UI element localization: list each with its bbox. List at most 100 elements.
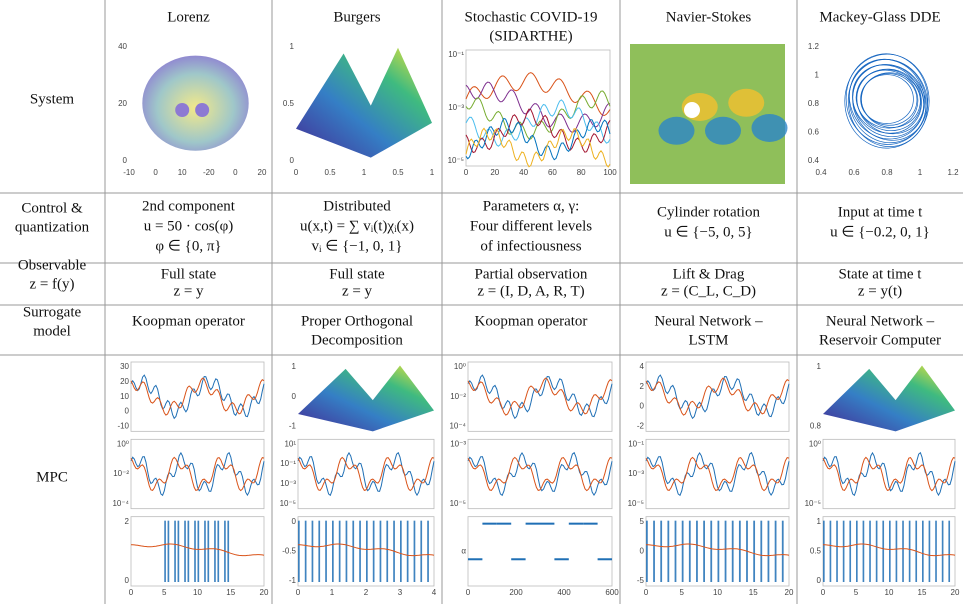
tick-label: 10 — [713, 588, 722, 597]
tick-label: 0 — [464, 168, 469, 177]
control-bar — [198, 521, 200, 582]
tick-label: 10⁻¹ — [280, 459, 296, 468]
tick-label: 0 — [233, 168, 238, 177]
tick-label: 0.5 — [324, 168, 336, 177]
attractor-hole — [175, 103, 189, 117]
control-bar — [373, 521, 375, 582]
tick-label: 0 — [640, 546, 645, 555]
tick-label: 1 — [362, 168, 367, 177]
plot-curve — [468, 378, 612, 415]
row-header: MPC — [36, 469, 68, 485]
tick-label: 0 — [821, 588, 826, 597]
table-figure: SystemControl &quantizationObservablez =… — [0, 0, 963, 604]
control-bar — [863, 521, 865, 582]
control-bar — [909, 521, 911, 582]
control-bar — [876, 521, 878, 582]
plot-curve — [131, 375, 264, 418]
control-bar — [400, 521, 402, 582]
control-step — [583, 523, 597, 525]
control-step — [497, 523, 511, 525]
attractor-hole — [195, 103, 209, 117]
control-bar — [856, 521, 858, 582]
tick-label: 10⁰ — [117, 439, 129, 448]
control-bar — [298, 521, 300, 582]
tick-label: 15 — [918, 588, 927, 597]
tick-label: 2 — [125, 517, 130, 526]
tick-label: 100 — [603, 168, 617, 177]
tick-label: 0 — [296, 588, 301, 597]
tick-label: 1 — [918, 168, 923, 177]
row-header: Surrogate — [23, 304, 82, 320]
observable-text: Lift & Drag — [673, 266, 745, 282]
control-bar — [204, 521, 206, 582]
tick-label: α — [461, 546, 466, 555]
row-header: System — [30, 91, 75, 107]
control-text: φ ∈ {0, π} — [155, 238, 221, 254]
cylinder — [684, 102, 700, 118]
vortex — [705, 117, 741, 145]
control-text: u(x,t) = ∑ vᵢ(t)χᵢ(x) — [300, 218, 414, 234]
control-bar — [174, 521, 176, 582]
tick-label: 10⁻³ — [450, 439, 466, 448]
tick-label: 10⁻⁵ — [450, 499, 466, 508]
tick-label: -10 — [123, 168, 135, 177]
tick-label: 0.6 — [848, 168, 860, 177]
plot-frame — [823, 439, 955, 508]
tick-label: 15 — [749, 588, 758, 597]
control-bar — [869, 521, 871, 582]
control-bar — [217, 521, 219, 582]
surface-3d — [298, 365, 434, 431]
control-step — [554, 558, 568, 560]
column-title: Mackey-Glass DDE — [819, 9, 940, 25]
control-bar — [782, 521, 784, 582]
control-bar — [184, 521, 186, 582]
row-header: Control & — [21, 200, 83, 216]
control-step — [468, 558, 482, 560]
control-bar — [823, 521, 825, 582]
tick-label: 4 — [640, 362, 645, 371]
column-title: (SIDARTHE) — [489, 28, 572, 44]
tick-label: 0.5 — [810, 546, 822, 555]
tick-label: 400 — [557, 588, 571, 597]
observable-text: State at time t — [839, 266, 923, 282]
control-bar — [849, 521, 851, 582]
control-text: vᵢ ∈ {−1, 0, 1} — [312, 238, 403, 254]
tick-label: 0 — [294, 168, 299, 177]
control-bar — [830, 521, 832, 582]
tick-label: -0.5 — [282, 546, 296, 555]
control-bar — [696, 521, 698, 582]
control-step — [482, 523, 496, 525]
tick-label: 0 — [640, 402, 645, 411]
tick-label: 0.8 — [810, 421, 822, 430]
tick-label: 10⁻¹ — [628, 439, 644, 448]
control-text: Distributed — [323, 198, 391, 214]
tick-label: 10⁰ — [454, 362, 466, 371]
control-bar — [653, 521, 655, 582]
tick-label: 10⁻³ — [448, 103, 464, 112]
control-bar — [768, 521, 770, 582]
tick-label: 0 — [125, 407, 130, 416]
control-bar — [380, 521, 382, 582]
surrogate-text: Koopman operator — [475, 313, 588, 329]
control-bar — [718, 521, 720, 582]
tick-label: 10⁻⁵ — [280, 499, 296, 508]
control-bar — [227, 521, 229, 582]
control-step — [598, 558, 612, 560]
control-bar — [164, 521, 166, 582]
tick-label: 1 — [290, 42, 295, 51]
tick-label: 2 — [640, 382, 645, 391]
column-title: Burgers — [333, 9, 380, 25]
observable-text: z = y(t) — [858, 283, 902, 299]
control-bar — [207, 521, 209, 582]
control-bar — [836, 521, 838, 582]
control-bar — [352, 521, 354, 582]
control-bar — [703, 521, 705, 582]
control-step — [526, 523, 540, 525]
plot-frame — [468, 517, 612, 586]
control-text: u ∈ {−0.2, 0, 1} — [830, 224, 930, 240]
control-bar — [725, 521, 727, 582]
tick-label: 0.4 — [815, 168, 827, 177]
tick-label: 10⁻⁴ — [449, 421, 466, 430]
control-bar — [312, 521, 314, 582]
tick-label: 5 — [854, 588, 859, 597]
